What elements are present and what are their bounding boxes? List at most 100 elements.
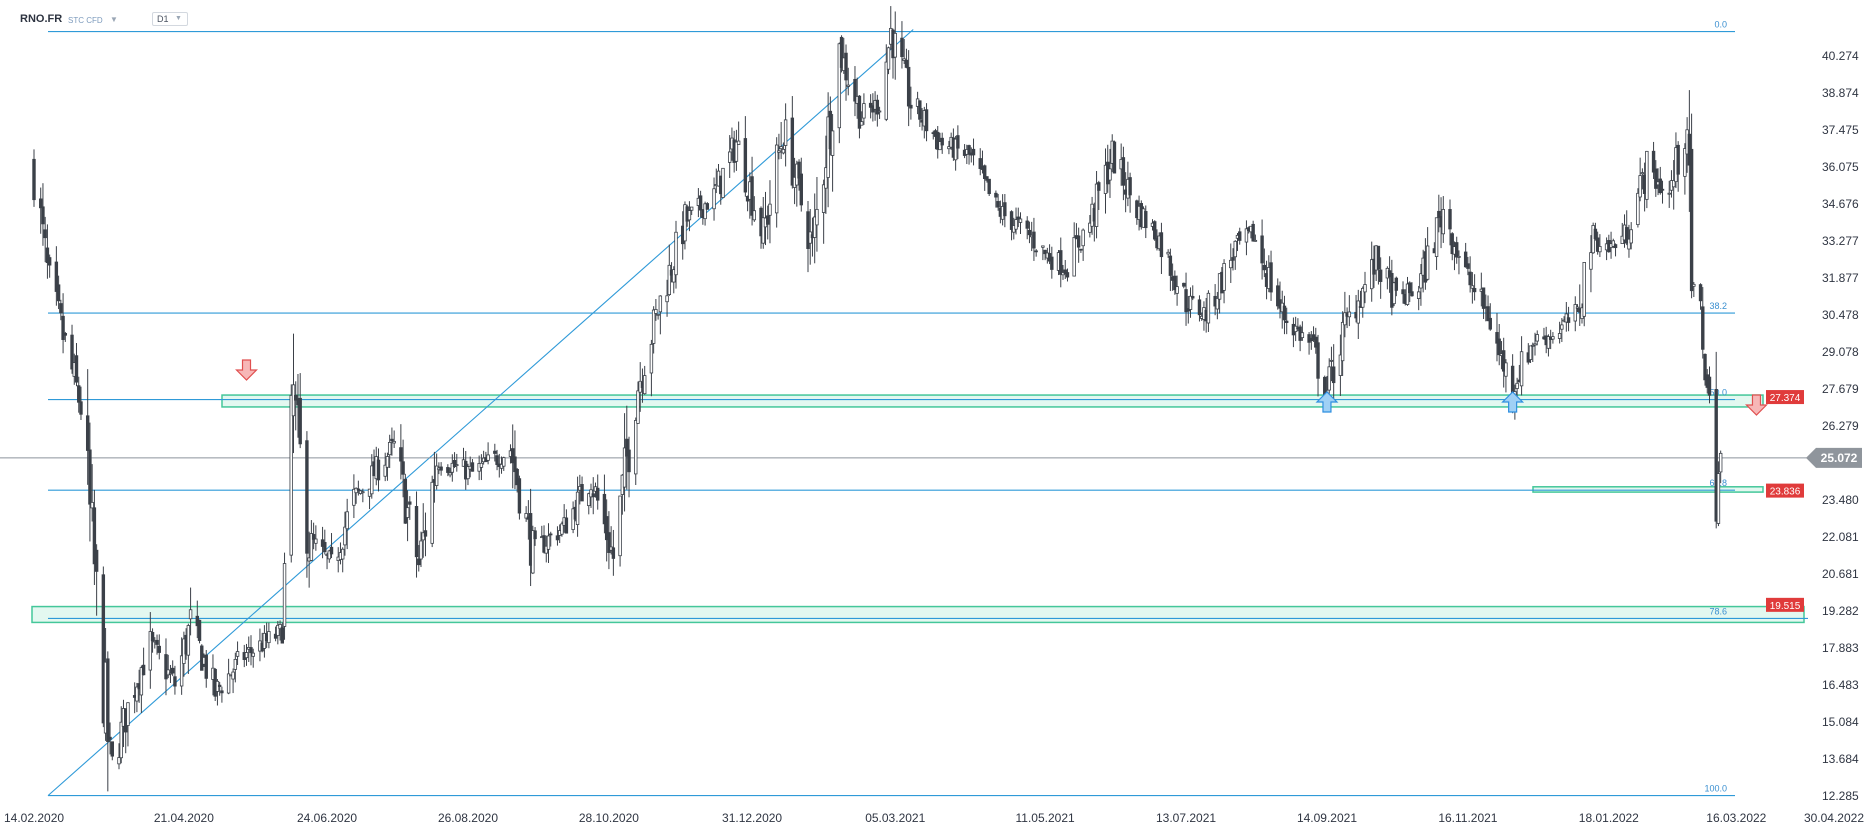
candle-body (1108, 168, 1112, 181)
candle-body (983, 165, 987, 179)
signal-arrows (235, 359, 1768, 416)
candle-body (430, 481, 434, 544)
candle-body (884, 61, 888, 120)
zone-rect (221, 394, 1764, 408)
candle-body (656, 313, 660, 316)
candle-body (1072, 237, 1076, 277)
fib-level-label: 0.0 (1714, 20, 1727, 30)
y-tick-label: 17.883 (1822, 641, 1859, 655)
candle-body (1188, 295, 1193, 310)
timeframe-selector[interactable]: D1 (152, 12, 188, 26)
candle-body (689, 206, 694, 211)
candle-body (47, 257, 52, 266)
candle-body (110, 741, 114, 757)
candle-body (345, 511, 349, 530)
candle-body (1394, 277, 1399, 291)
candle-body (361, 491, 365, 494)
y-tick-label: 30.478 (1822, 308, 1859, 322)
candle-body (170, 667, 175, 674)
candle-body (1329, 359, 1334, 362)
candle-body (853, 78, 857, 102)
candle-body (734, 141, 739, 162)
x-tick-label: 30.04.2022 (1804, 811, 1864, 825)
candle-body (173, 676, 177, 687)
y-tick-label: 23.480 (1822, 493, 1859, 507)
candle-body (1331, 366, 1336, 384)
candle-body (665, 295, 669, 303)
candle-body (217, 684, 222, 687)
candle-body (1557, 333, 1562, 339)
candle-body (1575, 306, 1580, 309)
candle-body (1654, 168, 1658, 189)
candle-body (1598, 246, 1602, 253)
candle-body (634, 420, 638, 475)
candle-body (1416, 291, 1421, 299)
candle-body (1356, 300, 1360, 324)
y-tick-label: 16.483 (1822, 678, 1859, 692)
instrument-type-label[interactable]: STC CFD (68, 16, 103, 25)
candle-body (893, 32, 897, 58)
candle-body (139, 667, 144, 696)
candle-body (971, 148, 976, 156)
current-price-badge (1806, 447, 1862, 468)
candle-body (1437, 210, 1441, 218)
candle-body (1153, 221, 1157, 240)
candle-body (251, 652, 255, 657)
candle-body (267, 631, 271, 644)
price-tags: 27.374 23.836 19.515 25.072 (1766, 390, 1862, 612)
candle-body (1168, 255, 1173, 276)
candle-body (455, 464, 459, 467)
candle-body (1088, 222, 1092, 233)
candle-body (59, 303, 63, 314)
candle-body (1347, 311, 1352, 318)
candle-body (1050, 256, 1054, 270)
candle-body (909, 104, 913, 109)
candle-body (405, 507, 410, 518)
candle-body (1016, 216, 1020, 220)
y-axis: 40.274 38.874 37.475 36.075 34.676 33.277 31.8… (1822, 49, 1859, 803)
y-tick-label: 37.475 (1822, 123, 1859, 137)
candle-body (231, 671, 235, 680)
candle-body (1079, 248, 1083, 251)
candle-body (495, 455, 499, 465)
candle-body (1672, 180, 1676, 188)
candle-body (844, 52, 848, 81)
candle-body (1014, 219, 1018, 230)
candle-body (839, 36, 844, 68)
candle-body (906, 66, 911, 107)
candle-body (542, 535, 546, 553)
instrument-dropdown-icon[interactable]: ▼ (110, 15, 118, 24)
symbol-label[interactable]: RNO.FR (20, 13, 63, 25)
candle-body (513, 456, 517, 473)
candle-body (249, 647, 253, 654)
candle-body (978, 158, 982, 169)
candle-body (1043, 249, 1047, 255)
candle-body (750, 176, 754, 216)
timeframe-dropdown-icon[interactable]: ▼ (175, 15, 182, 22)
candle-body (204, 654, 208, 679)
candle-body (1378, 269, 1383, 282)
candle-body (1495, 332, 1499, 344)
candle-body (1627, 238, 1631, 250)
candle-body (1497, 338, 1501, 356)
y-tick-label: 31.877 (1822, 271, 1859, 285)
candle-body (797, 161, 801, 179)
x-tick-label: 16.03.2022 (1706, 811, 1766, 825)
candle-body (815, 208, 819, 226)
candle-body (1455, 242, 1459, 258)
candle-body (1034, 250, 1038, 253)
candle-body (918, 100, 922, 120)
x-tick-label: 13.07.2021 (1156, 811, 1216, 825)
candle-body (1683, 148, 1687, 177)
candle-body (423, 530, 428, 537)
candle-body (403, 478, 408, 524)
candle-body (1660, 188, 1665, 191)
candle-body (56, 284, 61, 302)
candle-body (1363, 284, 1367, 293)
candle-body (43, 229, 47, 239)
candle-body (1025, 220, 1029, 229)
y-tick-label: 29.078 (1822, 345, 1859, 359)
candle-body (1658, 178, 1662, 194)
candle-body (857, 95, 862, 129)
